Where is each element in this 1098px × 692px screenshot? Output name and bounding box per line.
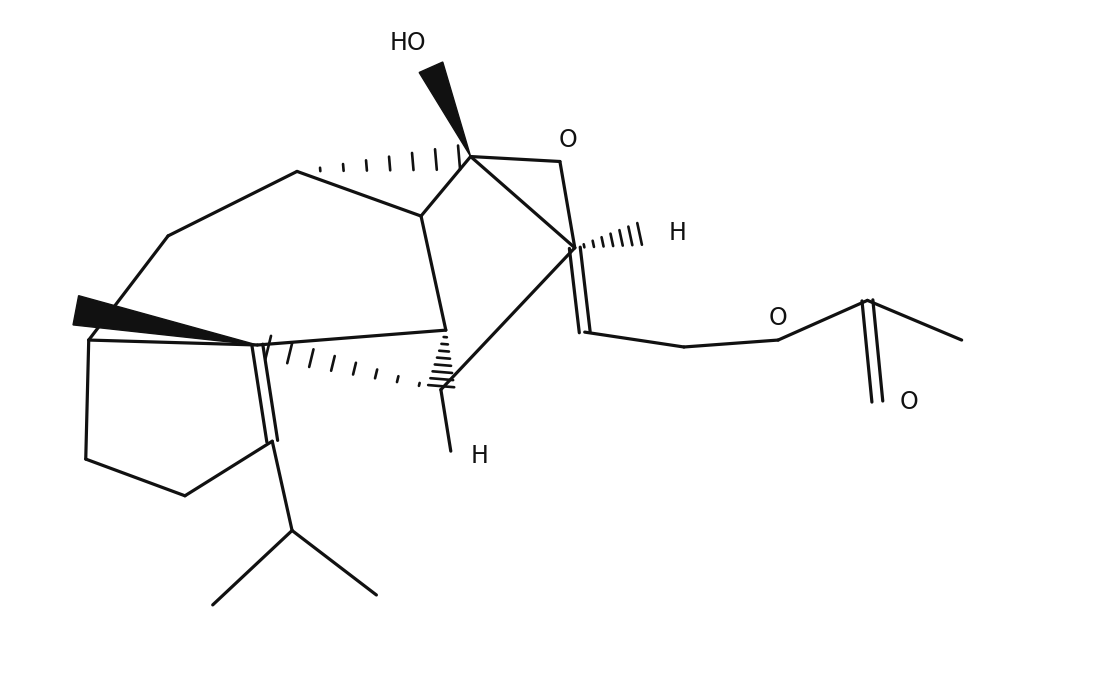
Text: H: H: [669, 221, 687, 245]
Text: HO: HO: [390, 31, 426, 55]
Text: H: H: [471, 444, 489, 468]
Polygon shape: [74, 295, 257, 345]
Text: O: O: [899, 390, 918, 414]
Polygon shape: [419, 62, 471, 156]
Text: O: O: [769, 307, 787, 330]
Text: O: O: [559, 127, 578, 152]
